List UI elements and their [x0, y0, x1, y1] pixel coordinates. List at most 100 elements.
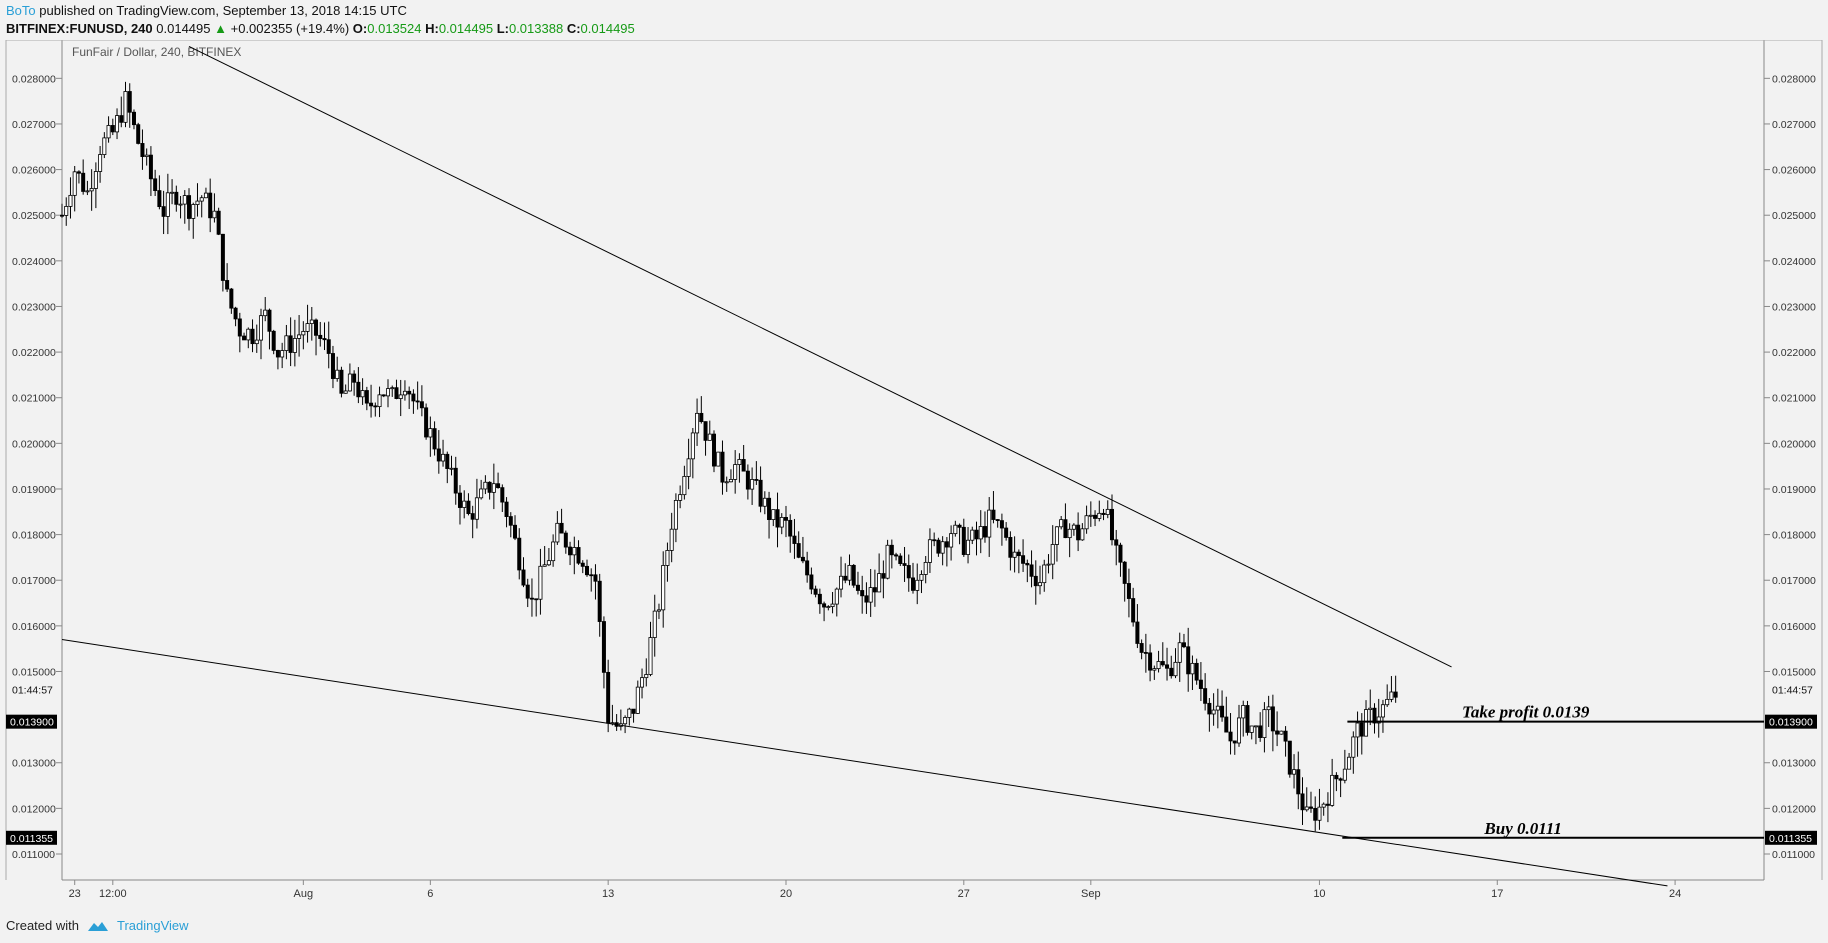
candle-277 — [1232, 740, 1237, 755]
candle-247 — [1105, 500, 1110, 519]
candle-17 — [131, 109, 136, 130]
candle-124 — [584, 559, 589, 577]
y-tick-label-right-5: 0.023000 — [1772, 301, 1816, 313]
candle-6 — [85, 180, 90, 196]
candle-136 — [635, 680, 640, 715]
candle-283 — [1258, 712, 1263, 742]
candle-262 — [1169, 655, 1174, 679]
chart-area[interactable]: FunFair / Dollar, 240, BITFINEX 0.028000… — [0, 40, 1828, 912]
candle-211 — [953, 520, 958, 537]
y-tick-label-left-6: 0.022000 — [12, 347, 56, 359]
hline-label-0: Take profit 0.0139 — [1462, 703, 1590, 722]
candle-29 — [182, 190, 187, 224]
candle-33 — [199, 195, 204, 218]
symbol-info: BITFINEX:FUNUSD, 240 0.014495 ▲ +0.00235… — [6, 21, 635, 36]
candle-313 — [1385, 684, 1390, 707]
candle-113 — [538, 548, 543, 615]
candle-115 — [546, 548, 551, 567]
candle-210 — [949, 525, 954, 561]
candle-168 — [771, 509, 776, 527]
candle-73 — [369, 384, 374, 418]
publish-info: BoTo published on TradingView.com, Septe… — [6, 3, 407, 18]
candle-91 — [445, 451, 450, 484]
candle-149 — [690, 428, 695, 479]
candle-188 — [855, 571, 860, 595]
candle-107 — [513, 515, 518, 541]
candle-114 — [542, 546, 547, 567]
x-tick-label-2: Aug — [294, 888, 314, 900]
candle-155 — [716, 451, 721, 467]
candle-164 — [754, 461, 759, 485]
candle-16 — [127, 83, 132, 128]
candle-236 — [1059, 515, 1064, 530]
candle-219 — [987, 497, 992, 557]
candle-173 — [792, 518, 797, 559]
x-tick-label-5: 20 — [780, 888, 792, 900]
low-label: L: — [496, 21, 509, 36]
candle-293 — [1300, 777, 1305, 825]
candle-286 — [1270, 694, 1275, 752]
candle-198 — [898, 553, 903, 567]
trend-lines[interactable] — [61, 45, 1668, 887]
candle-175 — [800, 536, 805, 564]
close-label: C: — [566, 21, 581, 36]
candle-302 — [1338, 777, 1343, 798]
candle-214 — [966, 527, 971, 564]
candle-189 — [860, 575, 865, 614]
candle-314 — [1389, 676, 1394, 703]
candle-261 — [1165, 647, 1170, 681]
candle-162 — [745, 464, 750, 500]
candle-170 — [779, 513, 784, 535]
candle-243 — [1088, 501, 1093, 527]
candle-249 — [1114, 529, 1119, 566]
candle-60 — [314, 318, 319, 356]
candle-269 — [1198, 662, 1203, 702]
candle-288 — [1279, 730, 1284, 735]
candle-292 — [1296, 751, 1301, 810]
candle-186 — [847, 554, 852, 586]
candle-182 — [830, 591, 835, 614]
candle-66 — [339, 366, 344, 398]
price-tag-right-0: 0.013900 — [1769, 717, 1813, 729]
chart-frame-lines — [5, 40, 1823, 881]
candle-213 — [961, 518, 966, 557]
candle-40 — [229, 287, 234, 314]
candle-144 — [669, 512, 674, 563]
candle-74 — [373, 402, 378, 417]
x-tick-label-8: 10 — [1313, 888, 1325, 900]
candle-90 — [441, 439, 446, 467]
candle-268 — [1194, 658, 1199, 685]
candle-281 — [1249, 725, 1254, 740]
candle-53 — [284, 324, 289, 360]
candle-85 — [419, 385, 424, 417]
candle-76 — [381, 394, 386, 398]
candle-95 — [462, 490, 467, 519]
candle-153 — [707, 420, 712, 441]
candle-26 — [170, 179, 175, 205]
tradingview-brand-link[interactable]: TradingView — [116, 918, 189, 933]
candle-224 — [1008, 531, 1013, 571]
y-tick-label-left-5: 0.023000 — [12, 301, 56, 313]
candle-69 — [352, 370, 357, 396]
candle-146 — [678, 485, 683, 509]
candle-150 — [695, 398, 700, 446]
candle-197 — [894, 552, 899, 561]
close-value: 0.014495 — [580, 21, 635, 36]
candle-145 — [673, 493, 678, 543]
candle-118 — [559, 508, 564, 534]
candle-181 — [826, 605, 831, 611]
candle-308 — [1364, 700, 1369, 737]
y-tick-label-right-15: 0.012000 — [1772, 803, 1816, 815]
candle-52 — [280, 342, 285, 369]
candle-166 — [762, 491, 767, 515]
candle-59 — [309, 306, 314, 341]
candle-117 — [555, 511, 560, 545]
countdown-left: 01:44:57 — [12, 685, 53, 697]
horizontal-lines[interactable]: Take profit 0.0139 Buy 0.0111 — [1342, 703, 1764, 839]
candle-135 — [631, 708, 636, 723]
candle-263 — [1173, 648, 1178, 679]
candle-22 — [153, 169, 158, 197]
author-link[interactable]: BoTo — [6, 3, 36, 18]
candle-160 — [737, 453, 742, 483]
candle-143 — [665, 542, 670, 582]
